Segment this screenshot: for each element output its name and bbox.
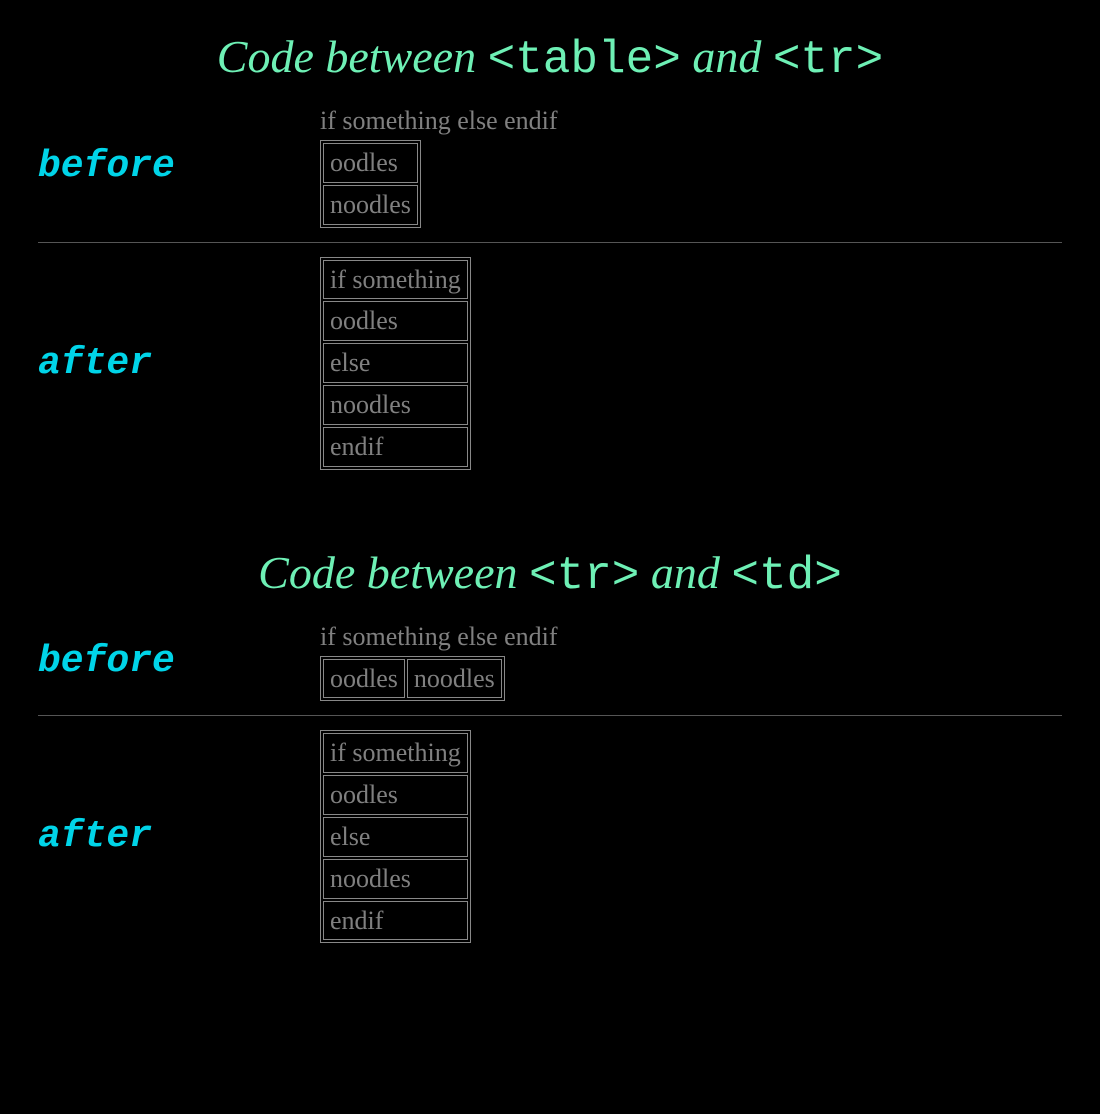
overflow-text: if something else endif (320, 622, 1080, 652)
after-row: after if something oodles else noodles e… (20, 724, 1080, 949)
heading-prefix: Code between (258, 547, 529, 598)
table-cell: endif (323, 427, 468, 467)
heading-tag1: <table> (488, 34, 681, 86)
section-heading: Code between <tr> and <td> (20, 546, 1080, 602)
heading-tag2: <tr> (773, 34, 883, 86)
before-label: before (20, 145, 320, 188)
table-row: endif (323, 427, 468, 467)
after-table: if something oodles else noodles endif (320, 730, 471, 943)
after-row: after if something oodles else noodles e… (20, 251, 1080, 476)
table-cell: noodles (323, 185, 418, 225)
table-cell: oodles (323, 301, 468, 341)
heading-tag1: <tr> (529, 550, 639, 602)
table-row: noodles (323, 859, 468, 899)
table-cell: if something (323, 260, 468, 300)
before-content: if something else endif oodles noodles (320, 106, 1080, 228)
before-content: if something else endif oodles noodles (320, 622, 1080, 702)
table-row: else (323, 343, 468, 383)
table-cell: oodles (323, 143, 418, 183)
table-row: else (323, 817, 468, 857)
table-cell: endif (323, 901, 468, 941)
heading-mid: and (639, 547, 731, 598)
after-content: if something oodles else noodles endif (320, 730, 1080, 943)
table-row: oodles (323, 301, 468, 341)
before-table: oodles noodles (320, 140, 421, 228)
heading-tag2: <td> (731, 550, 841, 602)
table-cell: else (323, 817, 468, 857)
table-cell: noodles (323, 385, 468, 425)
before-table: oodles noodles (320, 656, 505, 702)
after-table: if something oodles else noodles endif (320, 257, 471, 470)
table-cell: oodles (323, 659, 405, 699)
separator (38, 242, 1062, 243)
after-label: after (20, 815, 320, 858)
table-row: oodles (323, 143, 418, 183)
table-row: noodles (323, 185, 418, 225)
table-cell: noodles (407, 659, 502, 699)
table-row: oodles noodles (323, 659, 502, 699)
table-cell: else (323, 343, 468, 383)
heading-mid: and (681, 31, 773, 82)
table-cell: oodles (323, 775, 468, 815)
separator (38, 715, 1062, 716)
table-cell: noodles (323, 859, 468, 899)
heading-prefix: Code between (217, 31, 488, 82)
after-label: after (20, 342, 320, 385)
before-row: before if something else endif oodles no… (20, 100, 1080, 234)
before-row: before if something else endif oodles no… (20, 616, 1080, 708)
table-cell: if something (323, 733, 468, 773)
table-row: if something (323, 733, 468, 773)
table-row: oodles (323, 775, 468, 815)
table-row: endif (323, 901, 468, 941)
table-row: noodles (323, 385, 468, 425)
table-row: if something (323, 260, 468, 300)
after-content: if something oodles else noodles endif (320, 257, 1080, 470)
overflow-text: if something else endif (320, 106, 1080, 136)
before-label: before (20, 640, 320, 683)
section-heading: Code between <table> and <tr> (20, 30, 1080, 86)
